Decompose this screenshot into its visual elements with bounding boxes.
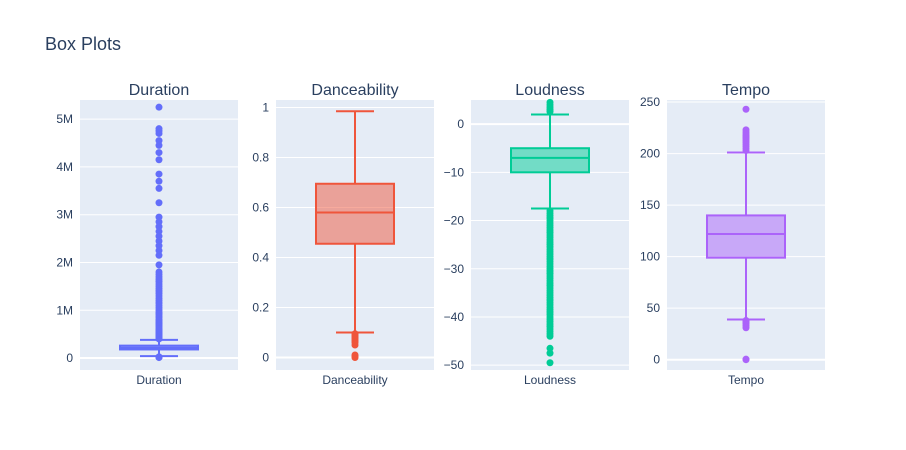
- subplot-title: Duration: [129, 82, 189, 99]
- y-tick-label: 3M: [56, 208, 73, 222]
- outlier-point: [155, 177, 163, 185]
- y-tick-label: −10: [444, 165, 465, 179]
- outlier-point: [155, 268, 163, 276]
- y-tick-label: 1: [262, 101, 269, 115]
- outlier-point: [155, 353, 163, 361]
- outlier-point: [155, 184, 163, 192]
- y-tick-label: 0: [653, 353, 660, 367]
- outlier-point: [155, 137, 163, 145]
- y-tick-label: 0: [262, 351, 269, 365]
- x-tick-label: Duration: [136, 373, 181, 387]
- y-tick-label: 0: [457, 117, 464, 131]
- outlier-point: [155, 213, 163, 221]
- subplot-tempo: 0 50 100 150 200 250 Tempo Tempo: [640, 82, 825, 387]
- y-tick-label: −30: [444, 262, 465, 276]
- outlier-point: [351, 351, 359, 359]
- outlier-point: [546, 359, 554, 367]
- outlier-point: [155, 156, 163, 164]
- outlier-point: [155, 199, 163, 207]
- x-tick-label: Tempo: [728, 373, 764, 387]
- y-tick-label: 0.8: [252, 151, 269, 165]
- y-tick-label: 4M: [56, 160, 73, 174]
- box-iqr: [510, 147, 590, 174]
- outlier-point: [742, 105, 750, 113]
- y-tick-label: 200: [640, 147, 660, 161]
- y-tick-label: −50: [444, 358, 465, 372]
- subplot-loudness: 0 −10 −20 −30 −40 −50 Loudness Loudness: [444, 82, 629, 387]
- x-tick-label: Danceability: [322, 373, 387, 387]
- y-tick-label: 1M: [56, 303, 73, 317]
- figure-title: Box Plots: [45, 34, 121, 54]
- y-tick-label: 5M: [56, 112, 73, 126]
- outlier-point: [742, 126, 750, 134]
- subplot-danceability: 0 0.2 0.4 0.6 0.8 1 Danceability Danceability: [252, 82, 434, 387]
- outlier-point: [351, 330, 359, 338]
- outlier-point: [742, 355, 750, 363]
- subplots: 0 1M 2M 3M 4M 5M Duration Duration 0 0.2 0.4 0.6 0.8…: [56, 82, 825, 387]
- outlier-point: [546, 349, 554, 357]
- box-iqr: [706, 214, 786, 259]
- outlier-point: [155, 125, 163, 133]
- outlier-point: [546, 332, 554, 340]
- subplot-title: Loudness: [515, 82, 584, 99]
- y-tick-label: −40: [444, 310, 465, 324]
- outlier-point: [742, 317, 750, 325]
- y-tick-label: 100: [640, 250, 660, 264]
- y-tick-label: 50: [647, 301, 661, 315]
- y-tick-label: −20: [444, 214, 465, 228]
- y-tick-label: 0.4: [252, 251, 269, 265]
- subplot-title: Tempo: [722, 82, 770, 99]
- y-tick-label: 250: [640, 95, 660, 109]
- outlier-point: [546, 108, 554, 116]
- y-tick-label: 150: [640, 198, 660, 212]
- x-tick-label: Loudness: [524, 373, 576, 387]
- y-tick-label: 0.2: [252, 301, 269, 315]
- outlier-point: [155, 103, 163, 111]
- outlier-point: [546, 344, 554, 352]
- y-tick-label: 0: [66, 351, 73, 365]
- outlier-point: [155, 170, 163, 178]
- subplot-duration: 0 1M 2M 3M 4M 5M Duration Duration: [56, 82, 238, 387]
- subplot-title: Danceability: [311, 82, 398, 99]
- outlier-point: [155, 149, 163, 157]
- box-iqr: [315, 182, 395, 245]
- outlier-point: [155, 261, 163, 269]
- y-tick-label: 0.6: [252, 201, 269, 215]
- y-tick-label: 2M: [56, 255, 73, 269]
